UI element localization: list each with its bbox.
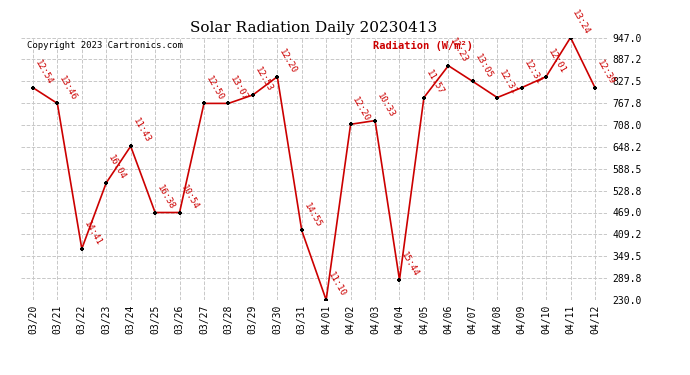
Point: [52, 100, 63, 106]
Point: [174, 210, 185, 216]
Point: [589, 85, 600, 91]
Text: 12:20: 12:20: [351, 95, 372, 123]
Point: [345, 121, 356, 127]
Text: 14:55: 14:55: [302, 201, 323, 229]
Text: 15:44: 15:44: [400, 251, 421, 278]
Text: 13:05: 13:05: [473, 52, 494, 80]
Point: [418, 94, 429, 100]
Point: [394, 277, 405, 283]
Point: [492, 94, 503, 100]
Point: [223, 100, 234, 106]
Title: Solar Radiation Daily 20230413: Solar Radiation Daily 20230413: [190, 21, 437, 35]
Text: 11:43: 11:43: [130, 117, 152, 145]
Text: 12:23: 12:23: [448, 36, 470, 64]
Text: 12:54: 12:54: [33, 58, 54, 86]
Text: 11:57: 11:57: [424, 68, 445, 96]
Text: 12:31: 12:31: [497, 68, 518, 96]
Point: [247, 92, 258, 98]
Point: [125, 143, 136, 149]
Text: 12:50: 12:50: [204, 74, 225, 102]
Point: [370, 118, 381, 124]
Point: [28, 85, 39, 91]
Text: 11:10: 11:10: [326, 271, 347, 298]
Point: [467, 78, 478, 84]
Point: [150, 210, 161, 216]
Text: 14:41: 14:41: [82, 219, 103, 247]
Point: [565, 34, 576, 40]
Text: Copyright 2023 Cartronics.com: Copyright 2023 Cartronics.com: [26, 42, 182, 51]
Point: [101, 180, 112, 186]
Text: 12:31: 12:31: [522, 58, 543, 86]
Point: [199, 100, 210, 106]
Text: Radiation (W/m²): Radiation (W/m²): [373, 42, 473, 51]
Point: [272, 74, 283, 80]
Point: [77, 246, 88, 252]
Text: 16:38: 16:38: [155, 183, 177, 211]
Point: [443, 63, 454, 69]
Text: 16:04: 16:04: [106, 154, 128, 182]
Text: 10:54: 10:54: [179, 183, 201, 211]
Point: [540, 74, 551, 80]
Point: [321, 297, 332, 303]
Text: 12:39: 12:39: [595, 58, 616, 86]
Text: 13:07: 13:07: [228, 74, 250, 102]
Text: 13:46: 13:46: [57, 74, 79, 102]
Text: 13:24: 13:24: [571, 8, 592, 36]
Text: 10:33: 10:33: [375, 92, 396, 119]
Point: [296, 228, 307, 234]
Text: 12:20: 12:20: [277, 47, 299, 75]
Text: 12:01: 12:01: [546, 47, 567, 75]
Text: 12:53: 12:53: [253, 66, 274, 93]
Point: [516, 85, 527, 91]
